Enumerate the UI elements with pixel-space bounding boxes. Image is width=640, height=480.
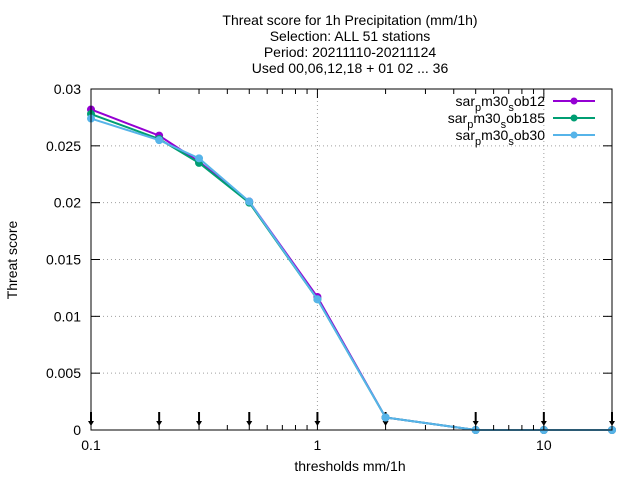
threshold-marker: [472, 412, 479, 426]
axis-ticks: 0 0.005 0.01 0.015 0.02 0.025 0.03 0.1 1 10: [46, 81, 612, 453]
series-1: [87, 105, 616, 434]
x-tick-label: 0.1: [81, 437, 101, 453]
title-line-4: Used 00,06,12,18 + 01 02 ... 36: [252, 60, 449, 76]
legend-label: sarpm30sob30: [456, 127, 546, 148]
series-line: [90, 113, 612, 431]
title-line-3: Period: 20211110-20211124: [264, 44, 437, 60]
x-axis-label: thresholds mm/1h: [294, 458, 405, 474]
data-series: [87, 105, 616, 434]
series-line: [90, 108, 612, 431]
data-point: [313, 295, 322, 304]
data-point: [381, 413, 390, 422]
data-point: [195, 154, 204, 163]
y-tick-label: 0.03: [54, 81, 81, 97]
legend-swatch-marker: [570, 114, 578, 122]
series-line: [90, 117, 612, 431]
threshold-marker-head: [196, 421, 203, 426]
legend-entry: sarpm30sob185: [448, 110, 595, 131]
series-2: [87, 110, 616, 434]
threshold-marker: [196, 412, 203, 426]
title-line-2: Selection: ALL 51 stations: [270, 28, 431, 44]
data-point: [155, 136, 164, 145]
threshold-marker-head: [156, 421, 163, 426]
chart-title: Threat score for 1h Precipitation (mm/1h…: [222, 12, 477, 76]
legend-label: sarpm30sob185: [448, 110, 545, 131]
x-tick-label: 1: [314, 437, 322, 453]
y-tick-label: 0.015: [46, 252, 81, 268]
y-tick-label: 0.01: [54, 308, 81, 324]
x-tick-label: 10: [536, 437, 552, 453]
data-point: [245, 197, 254, 206]
threshold-markers: [88, 412, 615, 426]
legend-swatch-marker: [570, 97, 578, 105]
legend-entry: sarpm30sob12: [456, 93, 595, 114]
threshold-marker: [246, 412, 253, 426]
y-axis-label: Threat score: [4, 220, 20, 299]
legend-entry: sarpm30sob30: [456, 127, 595, 148]
y-tick-label: 0.025: [46, 138, 81, 154]
title-line-1: Threat score for 1h Precipitation (mm/1h…: [222, 12, 477, 28]
threshold-marker: [156, 412, 163, 426]
y-tick-label: 0.02: [54, 195, 81, 211]
y-tick-label: 0.005: [46, 365, 81, 381]
legend-swatch-marker: [570, 131, 578, 139]
threshold-marker-head: [382, 421, 389, 426]
threshold-marker-head: [472, 421, 479, 426]
grid-lines: [91, 89, 612, 430]
threshold-marker-head: [246, 421, 253, 426]
y-tick-label: 0: [73, 422, 81, 438]
series-3: [87, 114, 616, 434]
legend-label: sarpm30sob12: [456, 93, 546, 114]
